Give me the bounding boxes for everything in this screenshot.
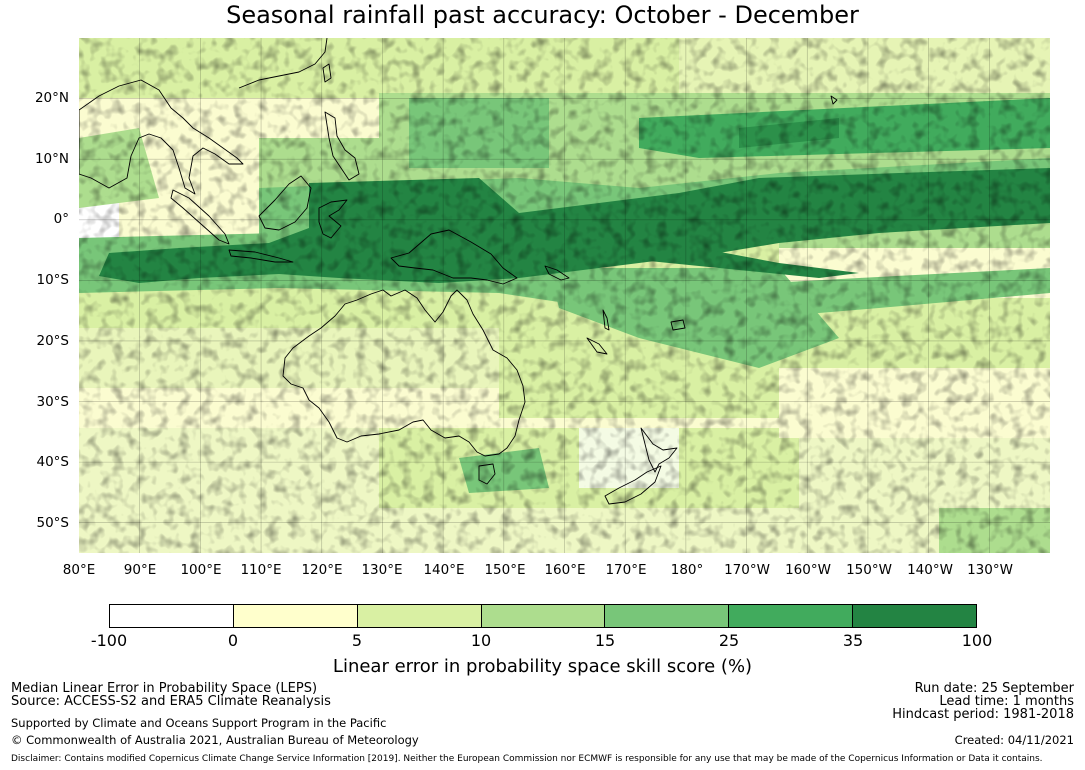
lon-label: 130°W: [967, 562, 1013, 578]
lat-label: 10°N: [34, 151, 69, 167]
coastline-new-caledonia: [586, 337, 608, 355]
lon-label: 170°W: [724, 562, 770, 578]
copyright: © Commonwealth of Australia 2021, Austra…: [11, 733, 419, 747]
coastline-nz-south: [604, 465, 662, 505]
lon-label: 140°W: [907, 562, 953, 578]
lon-label: 110°E: [240, 562, 282, 578]
lat-label: 0°: [53, 211, 69, 227]
coastline-philippines: [324, 111, 360, 181]
colorbar-tick-label: 10: [470, 631, 492, 650]
coastlines: [79, 38, 838, 505]
run-date: Run date: 25 September: [914, 681, 1074, 696]
coastline-china: [238, 38, 328, 89]
support-note: Supported by Climate and Oceans Support …: [11, 716, 387, 730]
created-date: Created: 04/11/2021: [954, 733, 1074, 747]
lat-label: 20°N: [34, 90, 69, 106]
coastline-nz-north: [640, 427, 678, 473]
colorbar-tick-label: 25: [718, 631, 740, 650]
coastline-australia: [282, 289, 526, 457]
colorbar-tick-label: 0: [227, 631, 239, 650]
coastline-taiwan: [322, 63, 332, 83]
coastline-fiji: [670, 319, 686, 331]
data-source: Source: ACCESS-S2 and ERA5 Climate Reana…: [11, 694, 331, 709]
lon-label: 120°E: [301, 562, 343, 578]
colorbar-title: Linear error in probability space skill …: [332, 656, 753, 677]
map-title: Seasonal rainfall past accuracy: October…: [226, 1, 859, 29]
coastline-indochina: [79, 79, 244, 195]
lon-label: 140°E: [423, 562, 465, 578]
colorbar-tick-label: 100: [961, 631, 993, 650]
colorbar-tick-label: -100: [90, 631, 128, 650]
lat-label: 20°S: [36, 333, 70, 349]
coastline-java: [228, 249, 294, 263]
colorbar-segment: [110, 605, 234, 627]
lon-label: 80°E: [62, 562, 96, 578]
lon-label: 180°: [670, 562, 704, 578]
lat-label: 10°S: [36, 272, 70, 288]
colorbar-segment: [853, 605, 977, 627]
lon-label: 150°E: [484, 562, 526, 578]
coastline-sulawesi: [318, 199, 348, 239]
lon-label: 160°E: [544, 562, 586, 578]
coastline-solomons: [544, 265, 570, 281]
colorbar-segment: [233, 605, 358, 627]
colorbar-segment: [605, 605, 730, 627]
colorbar-segment: [481, 605, 606, 627]
lat-label: 50°S: [36, 515, 70, 531]
lon-label: 130°E: [361, 562, 403, 578]
disclaimer: Disclaimer: Contains modified Copernicus…: [11, 754, 1043, 764]
hindcast-period: Hindcast period: 1981-2018: [892, 707, 1074, 722]
lat-label: 30°S: [36, 394, 70, 410]
colorbar: [109, 604, 977, 628]
coastline-vanuatu: [602, 309, 610, 331]
product-name: Median Linear Error in Probability Space…: [11, 681, 318, 696]
lat-label: 40°S: [36, 454, 70, 470]
colorbar-segment: [729, 605, 854, 627]
colorbar-segment: [357, 605, 482, 627]
colorbar-tick-label: 35: [842, 631, 864, 650]
skill-score-map: [79, 38, 1050, 553]
coastline-new-guinea: [390, 229, 518, 285]
lon-label: 90°E: [123, 562, 157, 578]
colorbar-tick-label: 5: [351, 631, 363, 650]
colorbar-tick-label: 15: [594, 631, 616, 650]
graticule: [79, 38, 1050, 553]
coastline-tasmania: [478, 463, 496, 485]
coastline-hawaii: [830, 95, 838, 105]
lead-time: Lead time: 1 months: [939, 694, 1074, 709]
lon-label: 170°E: [605, 562, 647, 578]
lon-label: 150°W: [846, 562, 892, 578]
lon-label: 100°E: [180, 562, 222, 578]
coastline-sumatra: [170, 189, 230, 245]
coastline-borneo: [258, 175, 312, 231]
lon-label: 160°W: [785, 562, 831, 578]
skill-field-texture: [79, 38, 1050, 553]
